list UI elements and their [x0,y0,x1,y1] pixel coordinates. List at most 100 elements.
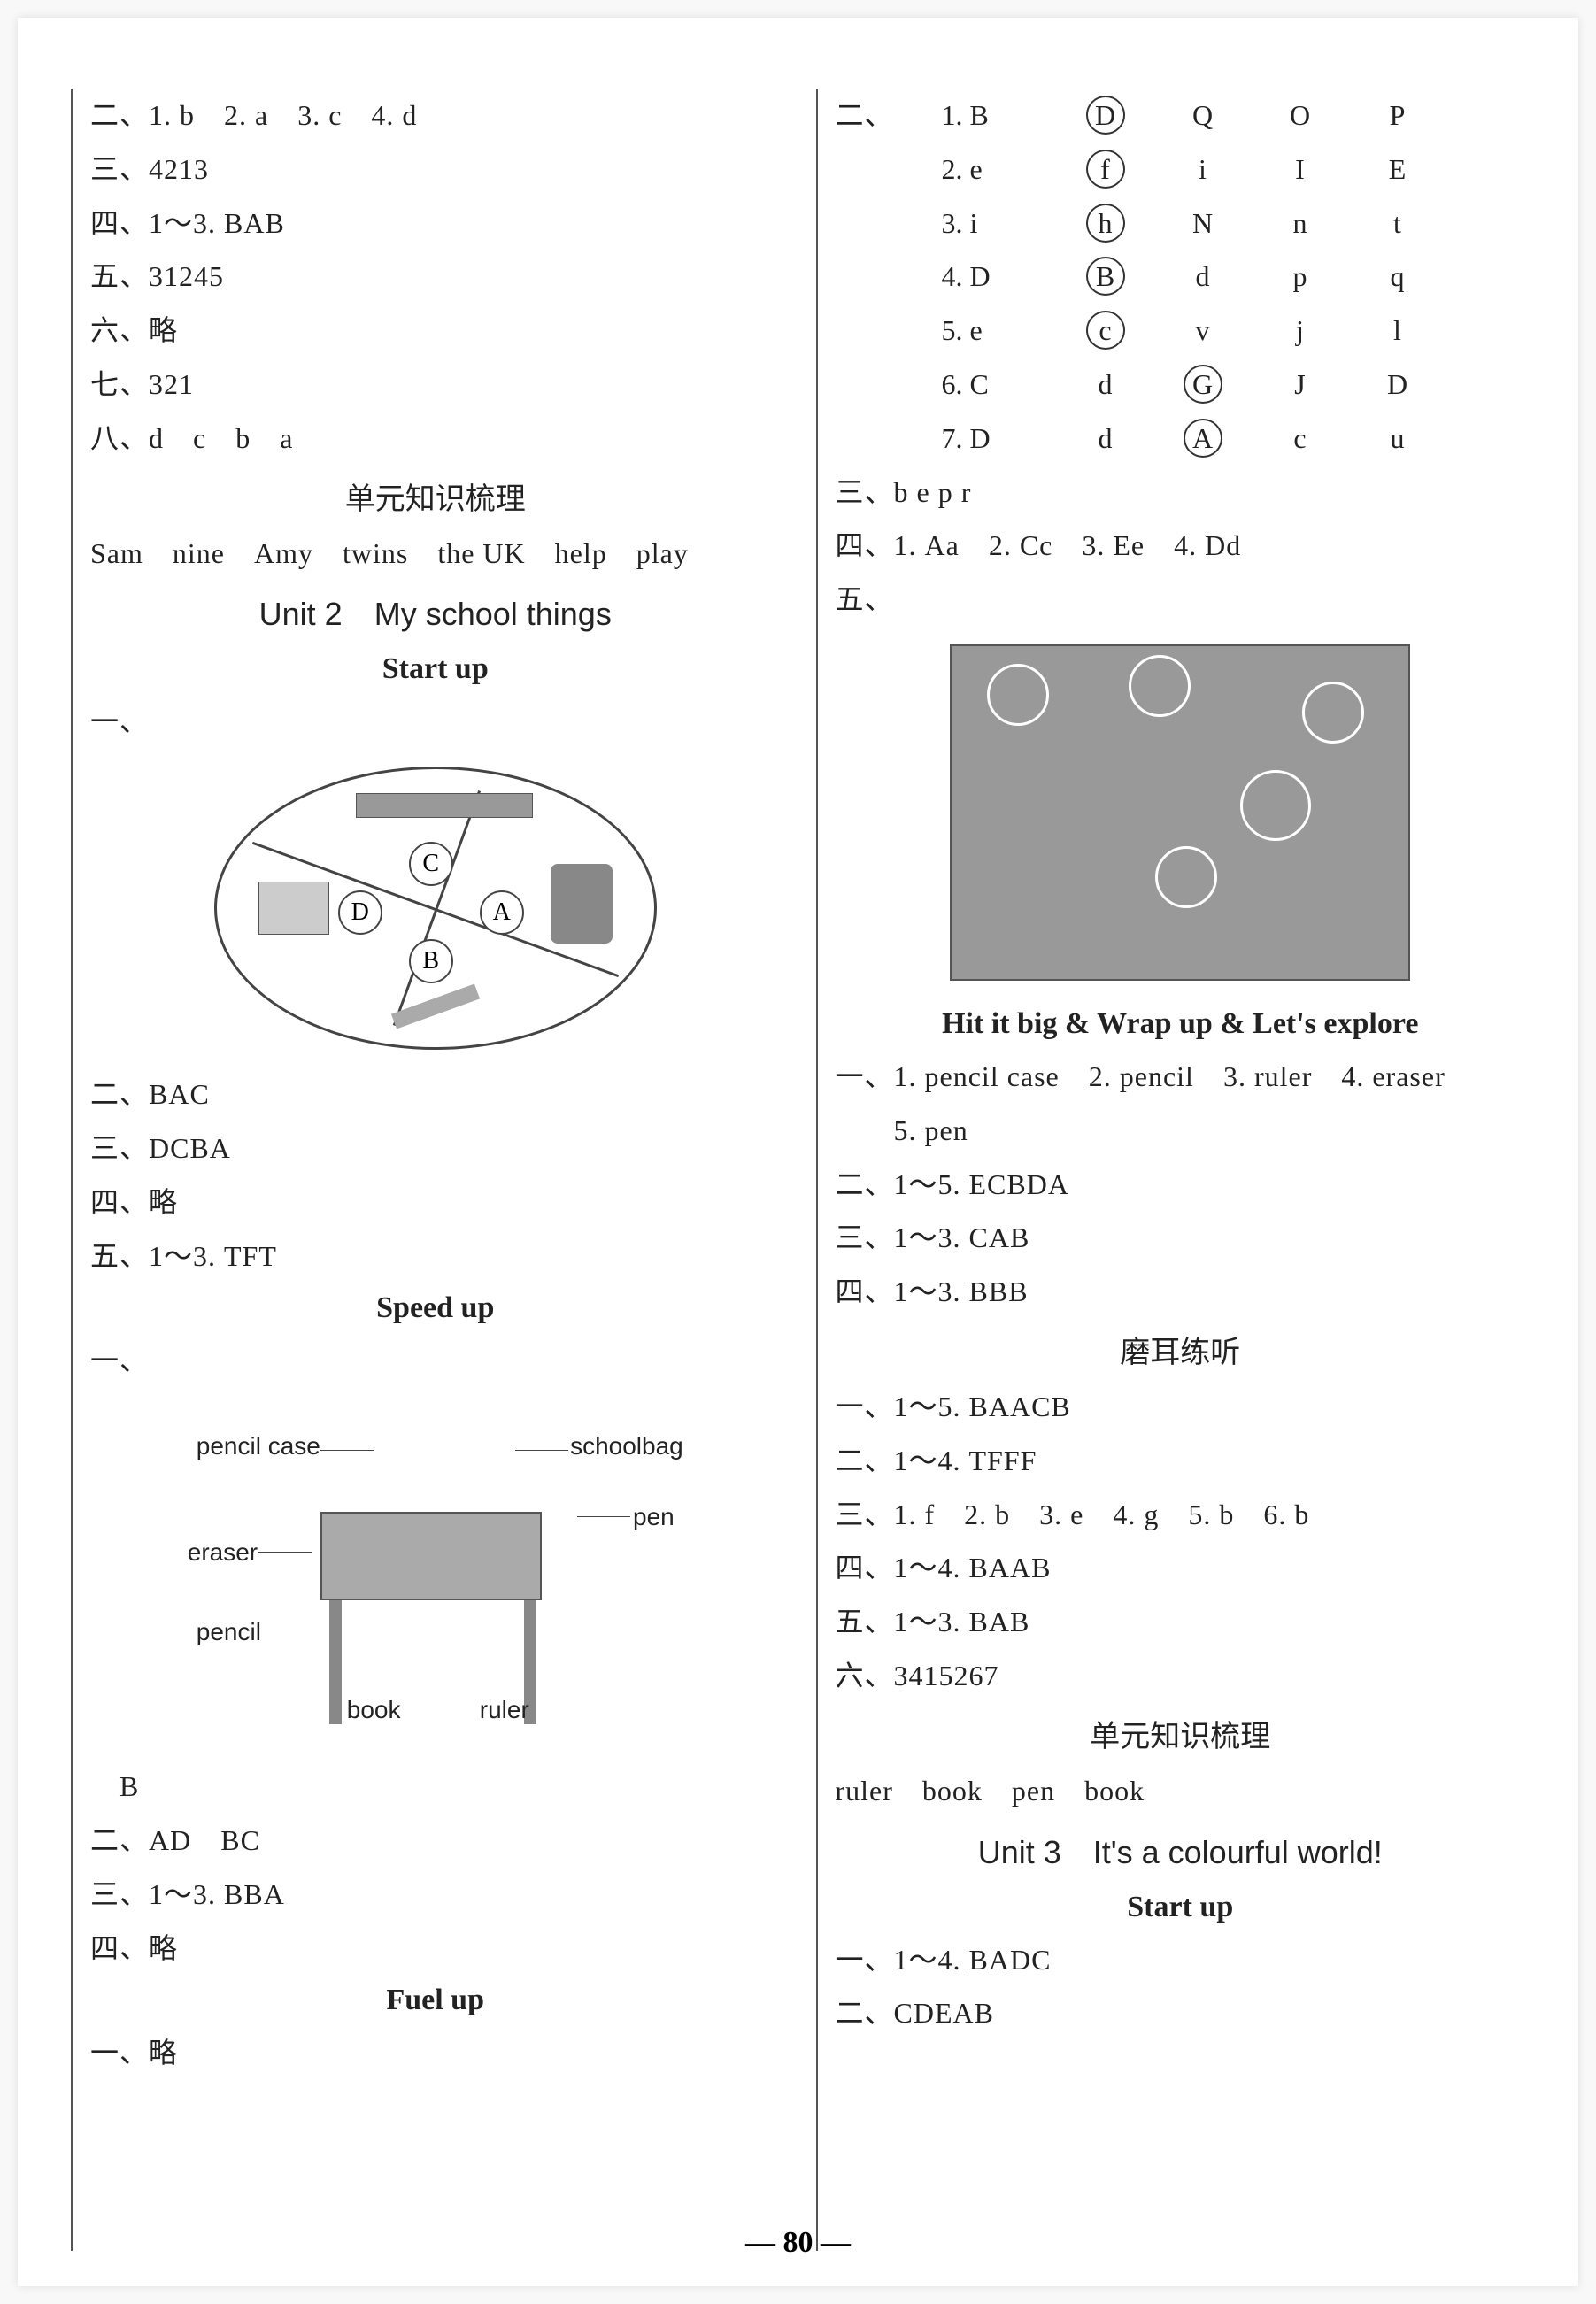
letter-cell: c [1252,412,1349,466]
letter-cell: p [1252,250,1349,304]
table-row: 1. BDQOP [889,89,1526,143]
answer-line: 一、1～4. BADC [836,1933,1526,1987]
letter-cell: q [1349,250,1446,304]
label-ruler: ruler [480,1696,529,1724]
answer-line: B [90,1760,781,1814]
answer-line: 一、1. pencil case 2. pencil 3. ruler 4. e… [836,1050,1526,1104]
answer-line: 五、1～3. BAB [836,1595,1526,1649]
answer-line: 5. pen [836,1104,1526,1158]
row-number: 6. C [942,358,1057,412]
letter-cell: f [1057,143,1154,196]
row-number: 3. i [942,196,1057,250]
answer-line: 四、1～4. BAAB [836,1541,1526,1595]
table-header-row: 二、 1. BDQOP2. efiIE3. ihNnt4. DBdpq5. ec… [836,89,1526,466]
letter-cell: I [1252,143,1349,196]
letter-cell: l [1349,304,1446,358]
table-row: 3. i hNnt [889,196,1526,250]
oval-diagram-container: C D A B [90,767,781,1050]
letter-cell: O [1252,89,1349,143]
label-circle-b: B [409,939,453,983]
letter-cell: J [1252,358,1349,412]
answer-line: 三、1. f 2. b 3. e 4. g 5. b 6. b [836,1488,1526,1542]
answer-line: 四、略 [90,1175,781,1229]
letter-cell: A [1154,412,1252,466]
page-number: — 80 — [745,2226,851,2260]
leader-line [577,1516,630,1517]
circled-answer: D [1086,96,1125,135]
hitbig-heading: Hit it big & Wrap up & Let's explore [836,1007,1526,1041]
label-eraser: eraser [188,1538,258,1567]
label-circle-c: C [409,842,453,886]
circled-answer: h [1086,204,1125,243]
answer-line: 三、1～3. CAB [836,1211,1526,1265]
label-book: book [347,1696,401,1724]
fuelup-heading: Fuel up [90,1984,781,2017]
find-circle [1155,846,1217,908]
speedup-heading: Speed up [90,1291,781,1325]
letter-table: 1. BDQOP2. efiIE3. ihNnt4. DBdpq5. ecvjl… [889,89,1526,466]
letter-cell: u [1349,412,1446,466]
label-pencil-case: pencil case [197,1432,320,1460]
find-circle [1302,682,1364,744]
circled-answer: A [1184,419,1222,458]
label-circle-d: D [338,890,382,935]
answer-line: 四、1～3. BAB [90,196,781,250]
oval-diagram: C D A B [214,767,657,1050]
book-icon [258,882,329,935]
find-circle [1240,770,1311,841]
listening-title: 磨耳练听 [836,1328,1526,1371]
circled-answer: B [1086,257,1125,296]
find-circle [1129,655,1191,717]
row-number: 7. D [942,412,1057,466]
row-number: 1. B [942,89,1057,143]
label-pen: pen [633,1503,675,1531]
answer-line: 四、略 [90,1922,781,1976]
answer-line: 二、1～5. ECBDA [836,1158,1526,1212]
unit2-title: Unit 2 My school things [90,589,781,635]
answer-line: 一、1～5. BAACB [836,1380,1526,1434]
answer-line: 四、1. Aa 2. Cc 3. Ee 4. Dd [836,519,1526,573]
label-pencil: pencil [197,1618,261,1646]
answer-line: 五、1～3. TFT [90,1229,781,1283]
letter-cell: D [1349,358,1446,412]
desk-icon [320,1512,542,1600]
answer-line: 三、1～3. BBA [90,1868,781,1922]
hidden-picture-container [836,644,1526,981]
answer-line: 二、BAC [90,1067,781,1121]
answer-line: 一、略 [90,2026,781,2080]
unit3-title: Unit 3 It's a colourful world! [836,1827,1526,1873]
table-row: 6. CdGJD [889,358,1526,412]
leader-line [258,1552,312,1553]
section-dash: 二、 [836,89,889,466]
letter-cell: i [1154,143,1252,196]
table-row: 5. ecvjl [889,304,1526,358]
answer-line: 二、1. b 2. a 3. c 4. d [90,89,781,143]
letter-cell: d [1057,358,1154,412]
circled-answer: G [1184,365,1222,404]
table-row: 7. DdAcu [889,412,1526,466]
row-number: 5. e [942,304,1057,358]
letter-cell: N [1154,196,1252,250]
answer-line: 七、321 [90,358,781,412]
letter-cell: d [1057,412,1154,466]
review-words-line: Sam nine Amy twins the UK help play [90,527,781,581]
answer-line: 三、4213 [90,143,781,196]
letter-cell: t [1349,196,1446,250]
answer-line: 二、1～4. TFFF [836,1434,1526,1488]
letter-cell: v [1154,304,1252,358]
leader-line [515,1450,568,1451]
answer-line: 三、DCBA [90,1121,781,1175]
ruler-icon [356,793,533,818]
right-column: 二、 1. BDQOP2. efiIE3. ihNnt4. DBdpq5. ec… [816,89,1526,2251]
answer-line: 五、31245 [90,250,781,304]
answer-line: 六、略 [90,304,781,358]
worksheet-page: 二、1. b 2. a 3. c 4. d 三、4213 四、1～3. BAB … [18,18,1578,2286]
letter-cell: E [1349,143,1446,196]
letter-cell: j [1252,304,1349,358]
find-circle [987,664,1049,726]
leader-line [320,1450,374,1451]
desk-leg-icon [329,1600,342,1724]
unit-review-title: 单元知识梳理 [90,474,781,518]
letter-cell: n [1252,196,1349,250]
unit-review-title: 单元知识梳理 [836,1712,1526,1755]
